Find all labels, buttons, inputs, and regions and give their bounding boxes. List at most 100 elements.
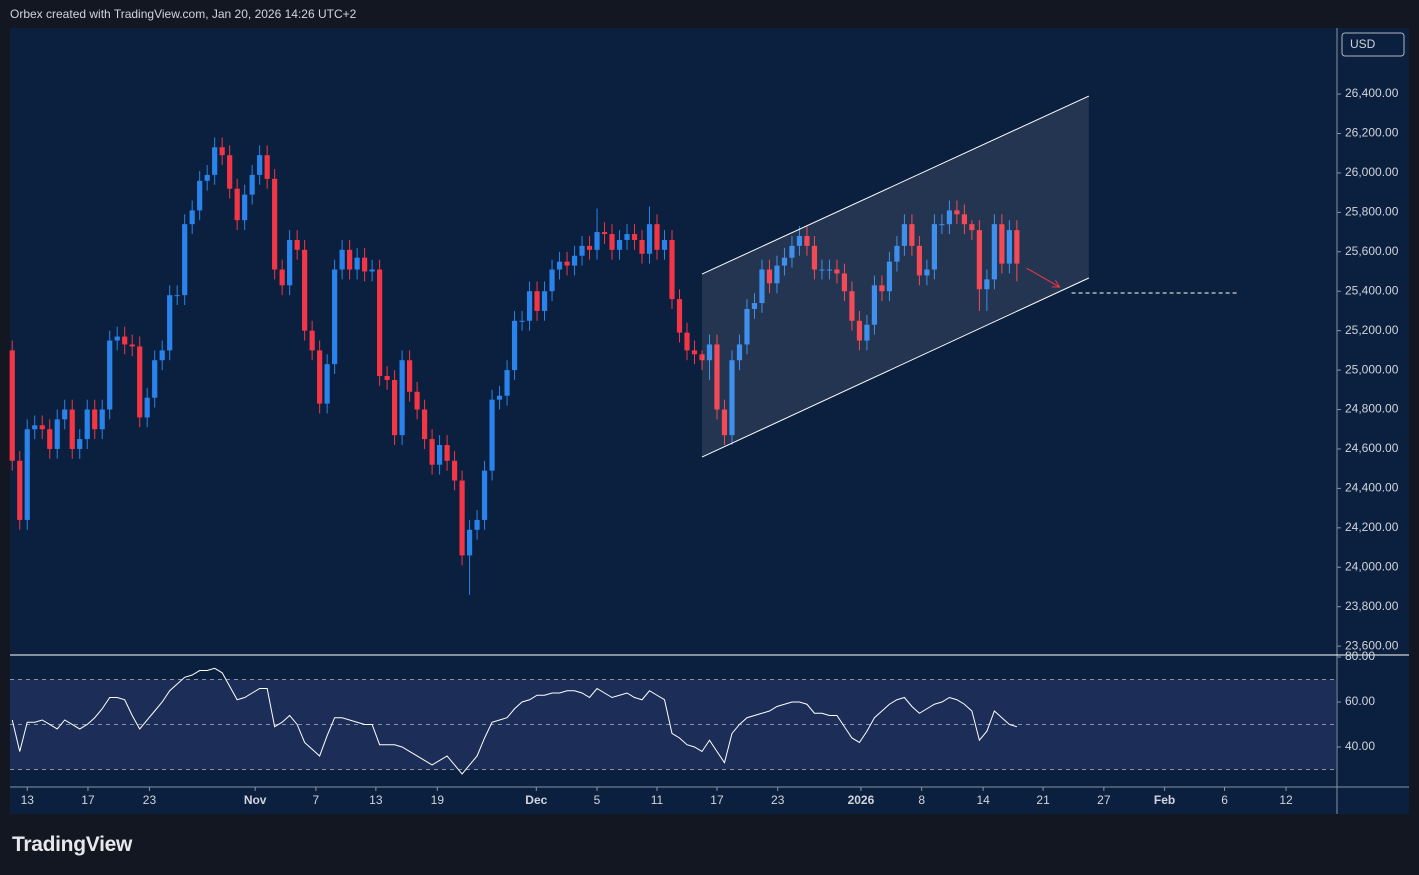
x-tick-label: Dec [525,793,547,807]
candle-body [871,285,878,325]
candle-body [377,269,383,377]
candle-body [324,364,330,404]
candle-body [946,210,952,225]
candle-body [92,409,98,430]
candle-body [204,174,210,181]
candle-body [766,269,773,284]
candle-body [609,234,615,250]
candle-body [451,460,458,481]
currency-box [1341,32,1405,57]
channel-line [701,277,1090,458]
channel-fill [701,96,1089,458]
candle-body [684,332,690,351]
candle-body [594,232,600,250]
candle-body [699,354,705,361]
logo: TradingView [12,833,133,856]
candle-body [894,245,900,262]
candle-body [639,239,645,254]
candle-body [77,439,83,449]
x-tick-label: 13 [21,793,35,807]
candle-body [579,245,585,256]
y-tick-label: 40.00 [1345,739,1375,753]
candle-body [924,269,930,276]
candle-body [856,320,863,341]
candle-body [841,273,848,292]
candle-body [489,399,495,471]
candle-body [421,409,428,440]
candle-body [159,350,165,361]
candle-body [99,409,105,430]
candle-body [144,397,150,418]
candle-body [969,224,975,231]
y-tick-label: 23,800.00 [1345,599,1399,613]
x-tick-label: 6 [1221,793,1228,807]
x-tick-label: Feb [1154,793,1175,807]
candle-body [212,147,218,175]
y-tick-label: 25,000.00 [1345,362,1399,376]
candle-body [24,429,30,520]
rsi-band [10,679,1337,770]
candle-body [864,324,870,341]
candle-body [249,174,255,195]
y-tick-label: 25,600.00 [1345,244,1399,258]
candle-body [182,224,188,296]
candle-body [287,239,293,286]
candle-body [916,245,923,276]
candle-body [197,180,203,211]
candle-body [631,234,638,240]
x-tick-label: 8 [918,793,925,807]
x-tick-label: 23 [143,793,157,807]
candle-body [759,269,765,304]
candle-body [444,445,450,461]
candle-body [1006,230,1012,264]
candle-body [189,210,195,225]
candle-body [616,239,623,250]
candle-body [834,269,840,274]
candle-body [714,344,720,410]
candle-body [961,214,967,225]
candle-body [54,419,60,449]
candle-body [17,460,23,520]
candle-body [257,155,263,175]
arrow [1026,267,1060,288]
y-tick-label: 60.00 [1345,694,1375,708]
time-axis-bg [10,787,1337,814]
candle-body [414,391,420,410]
candle-body [339,249,345,270]
candle-body [504,370,510,396]
candle-body [624,234,630,240]
candle-body [654,224,660,250]
candle-body [32,425,38,430]
candle-body [526,291,533,321]
candle-body [481,470,488,520]
candle-body [586,245,593,250]
candle-body [541,291,548,311]
candle-body [706,344,713,361]
candle-body [511,320,518,371]
candle-body [691,350,698,355]
candle-body [729,360,735,436]
y-tick-label: 26,400.00 [1345,86,1399,100]
candle-body [549,269,555,292]
arrow-head [1051,279,1061,288]
candle-body [242,194,248,221]
x-tick-label: 17 [710,793,724,807]
y-tick-label: 26,000.00 [1345,165,1399,179]
candle-body [849,291,855,321]
candle-body [721,409,728,436]
rsi-line [11,667,1018,775]
candle-body [534,291,540,311]
candle-body [556,261,563,270]
candle-body [362,257,368,272]
candle-body [279,269,285,286]
candle-body [886,261,893,292]
candle-body [909,224,915,246]
candle-body [976,230,982,290]
candle-body [234,188,240,221]
candle-body [272,178,278,270]
candle-body [399,360,405,436]
candle-body [302,249,308,331]
candle-body [62,409,68,420]
